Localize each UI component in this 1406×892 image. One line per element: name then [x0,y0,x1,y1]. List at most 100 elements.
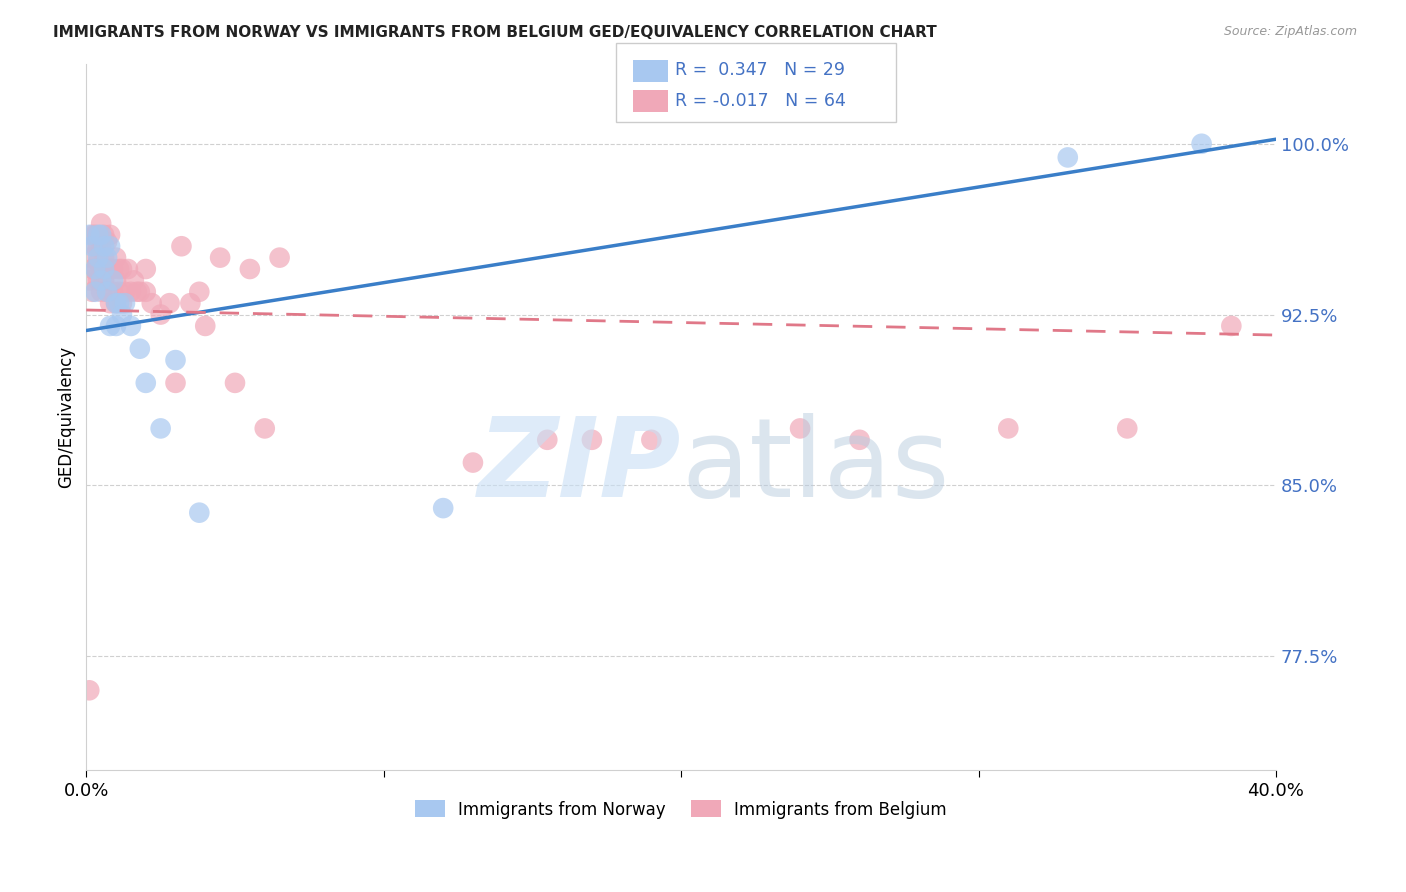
Point [536,433,558,447]
Point [90,262,112,277]
Point [108,285,131,299]
Point [93,262,115,277]
Point [96,285,118,299]
Point [253,421,276,435]
Text: atlas: atlas [681,413,949,520]
Point [93,273,115,287]
Point [82,262,104,277]
Point [117,262,139,277]
Text: R =  0.347   N = 29: R = 0.347 N = 29 [675,62,845,79]
Point [82,285,104,299]
Point [87,227,110,242]
Point [461,456,484,470]
Point [96,235,118,249]
Point [125,285,148,299]
Point [90,285,112,299]
Point [105,273,128,287]
Point [128,285,150,299]
Point [87,251,110,265]
Point [114,285,136,299]
Point [209,251,232,265]
Point [581,433,603,447]
Point [90,217,112,231]
Point [1191,136,1213,151]
Point [114,296,136,310]
Point [77,251,100,265]
Point [1220,318,1243,333]
Point [98,227,121,242]
Point [120,318,142,333]
Point [98,239,121,253]
Point [105,251,128,265]
Y-axis label: GED/Equivalency: GED/Equivalency [58,346,75,488]
Point [120,285,142,299]
Point [93,239,115,253]
Point [84,262,107,277]
Point [1116,421,1139,435]
Point [194,318,217,333]
Point [98,262,121,277]
Point [135,376,157,390]
Point [188,285,211,299]
Point [269,251,291,265]
Point [165,376,187,390]
Point [82,227,104,242]
Point [93,227,115,242]
Point [128,342,150,356]
Point [188,506,211,520]
Point [90,227,112,242]
Point [87,273,110,287]
Point [82,239,104,253]
Point [105,296,128,310]
Point [105,296,128,310]
Point [96,262,118,277]
Point [98,296,121,310]
Point [87,239,110,253]
Point [159,296,181,310]
Point [224,376,246,390]
Point [84,285,107,299]
Text: ZIP: ZIP [478,413,681,520]
Text: IMMIGRANTS FROM NORWAY VS IMMIGRANTS FROM BELGIUM GED/EQUIVALENCY CORRELATION CH: IMMIGRANTS FROM NORWAY VS IMMIGRANTS FRO… [53,25,938,40]
Point [111,308,134,322]
Point [239,262,262,277]
Point [77,683,100,698]
Point [96,251,118,265]
Point [90,239,112,253]
Point [98,318,121,333]
Point [90,273,112,287]
Point [101,262,124,277]
Point [111,296,134,310]
Point [848,433,870,447]
Point [170,239,193,253]
Point [640,433,662,447]
Point [789,421,811,435]
Text: Source: ZipAtlas.com: Source: ZipAtlas.com [1223,25,1357,38]
Point [96,285,118,299]
Point [108,296,131,310]
Point [87,255,110,269]
Point [77,227,100,242]
Point [135,262,157,277]
Point [997,421,1019,435]
Point [122,273,145,287]
Point [84,262,107,277]
Point [77,273,100,287]
Point [101,285,124,299]
Point [179,296,201,310]
Point [101,273,124,287]
Point [108,262,131,277]
Point [1056,150,1078,164]
Point [149,308,172,322]
Point [149,421,172,435]
Point [141,296,163,310]
Point [165,353,187,368]
Text: R = -0.017   N = 64: R = -0.017 N = 64 [675,92,846,110]
Point [84,239,107,253]
Point [105,318,128,333]
Point [111,262,134,277]
Point [135,285,157,299]
Point [93,251,115,265]
Point [432,501,454,516]
Point [84,227,107,242]
